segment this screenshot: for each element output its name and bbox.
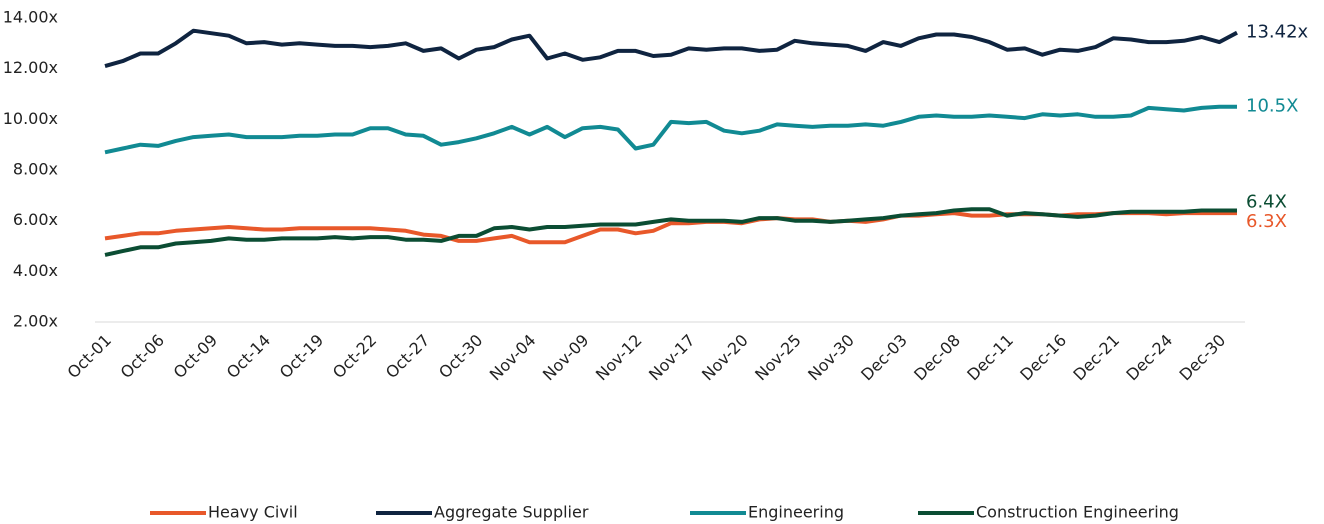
x-tick-label: Nov-25 [751, 331, 805, 385]
x-tick-label: Dec-24 [1122, 331, 1176, 385]
x-tick-label: Nov-12 [592, 331, 646, 385]
x-tick-label: Oct-09 [170, 331, 221, 382]
y-tick-label: 14.00x [3, 8, 58, 27]
y-tick-label: 12.00x [3, 58, 58, 77]
x-tick-label: Nov-04 [486, 331, 540, 385]
legend-label: Construction Engineering [976, 503, 1179, 522]
y-tick-label: 2.00x [13, 312, 58, 331]
legend-label: Engineering [748, 503, 844, 522]
x-tick-label: Nov-09 [539, 331, 593, 385]
end-label: 10.5X [1246, 96, 1298, 117]
legend-label: Aggregate Supplier [434, 503, 589, 522]
x-tick-label: Dec-30 [1176, 331, 1230, 385]
end-label: 13.42x [1246, 22, 1309, 43]
x-tick-label: Dec-16 [1016, 331, 1070, 385]
x-tick-label: Oct-14 [223, 331, 274, 382]
series-line [104, 207, 1237, 257]
series-line [104, 28, 1238, 69]
y-tick-label: 8.00x [13, 160, 58, 179]
x-tick-label: Oct-27 [382, 331, 433, 382]
x-tick-label: Oct-19 [276, 331, 327, 382]
end-label: 6.4X [1246, 192, 1287, 213]
y-tick-label: 6.00x [13, 210, 58, 229]
x-tick-label: Nov-17 [645, 331, 699, 385]
x-tick-label: Nov-20 [698, 331, 752, 385]
x-tick-label: Dec-11 [963, 331, 1017, 385]
series-line [104, 104, 1237, 155]
y-tick-label: 10.00x [3, 109, 58, 128]
x-tick-label: Dec-21 [1069, 331, 1123, 385]
x-tick-label: Oct-01 [64, 331, 115, 382]
x-tick-label: Oct-06 [117, 331, 168, 382]
x-tick-label: Nov-30 [804, 331, 858, 385]
y-tick-label: 4.00x [13, 261, 58, 280]
x-tick-label: Oct-22 [329, 331, 380, 382]
x-tick-label: Dec-08 [910, 331, 964, 385]
legend-label: Heavy Civil [208, 503, 298, 522]
x-tick-label: Dec-03 [857, 331, 911, 385]
x-tick-label: Oct-30 [435, 331, 486, 382]
end-label: 6.3X [1246, 211, 1287, 232]
